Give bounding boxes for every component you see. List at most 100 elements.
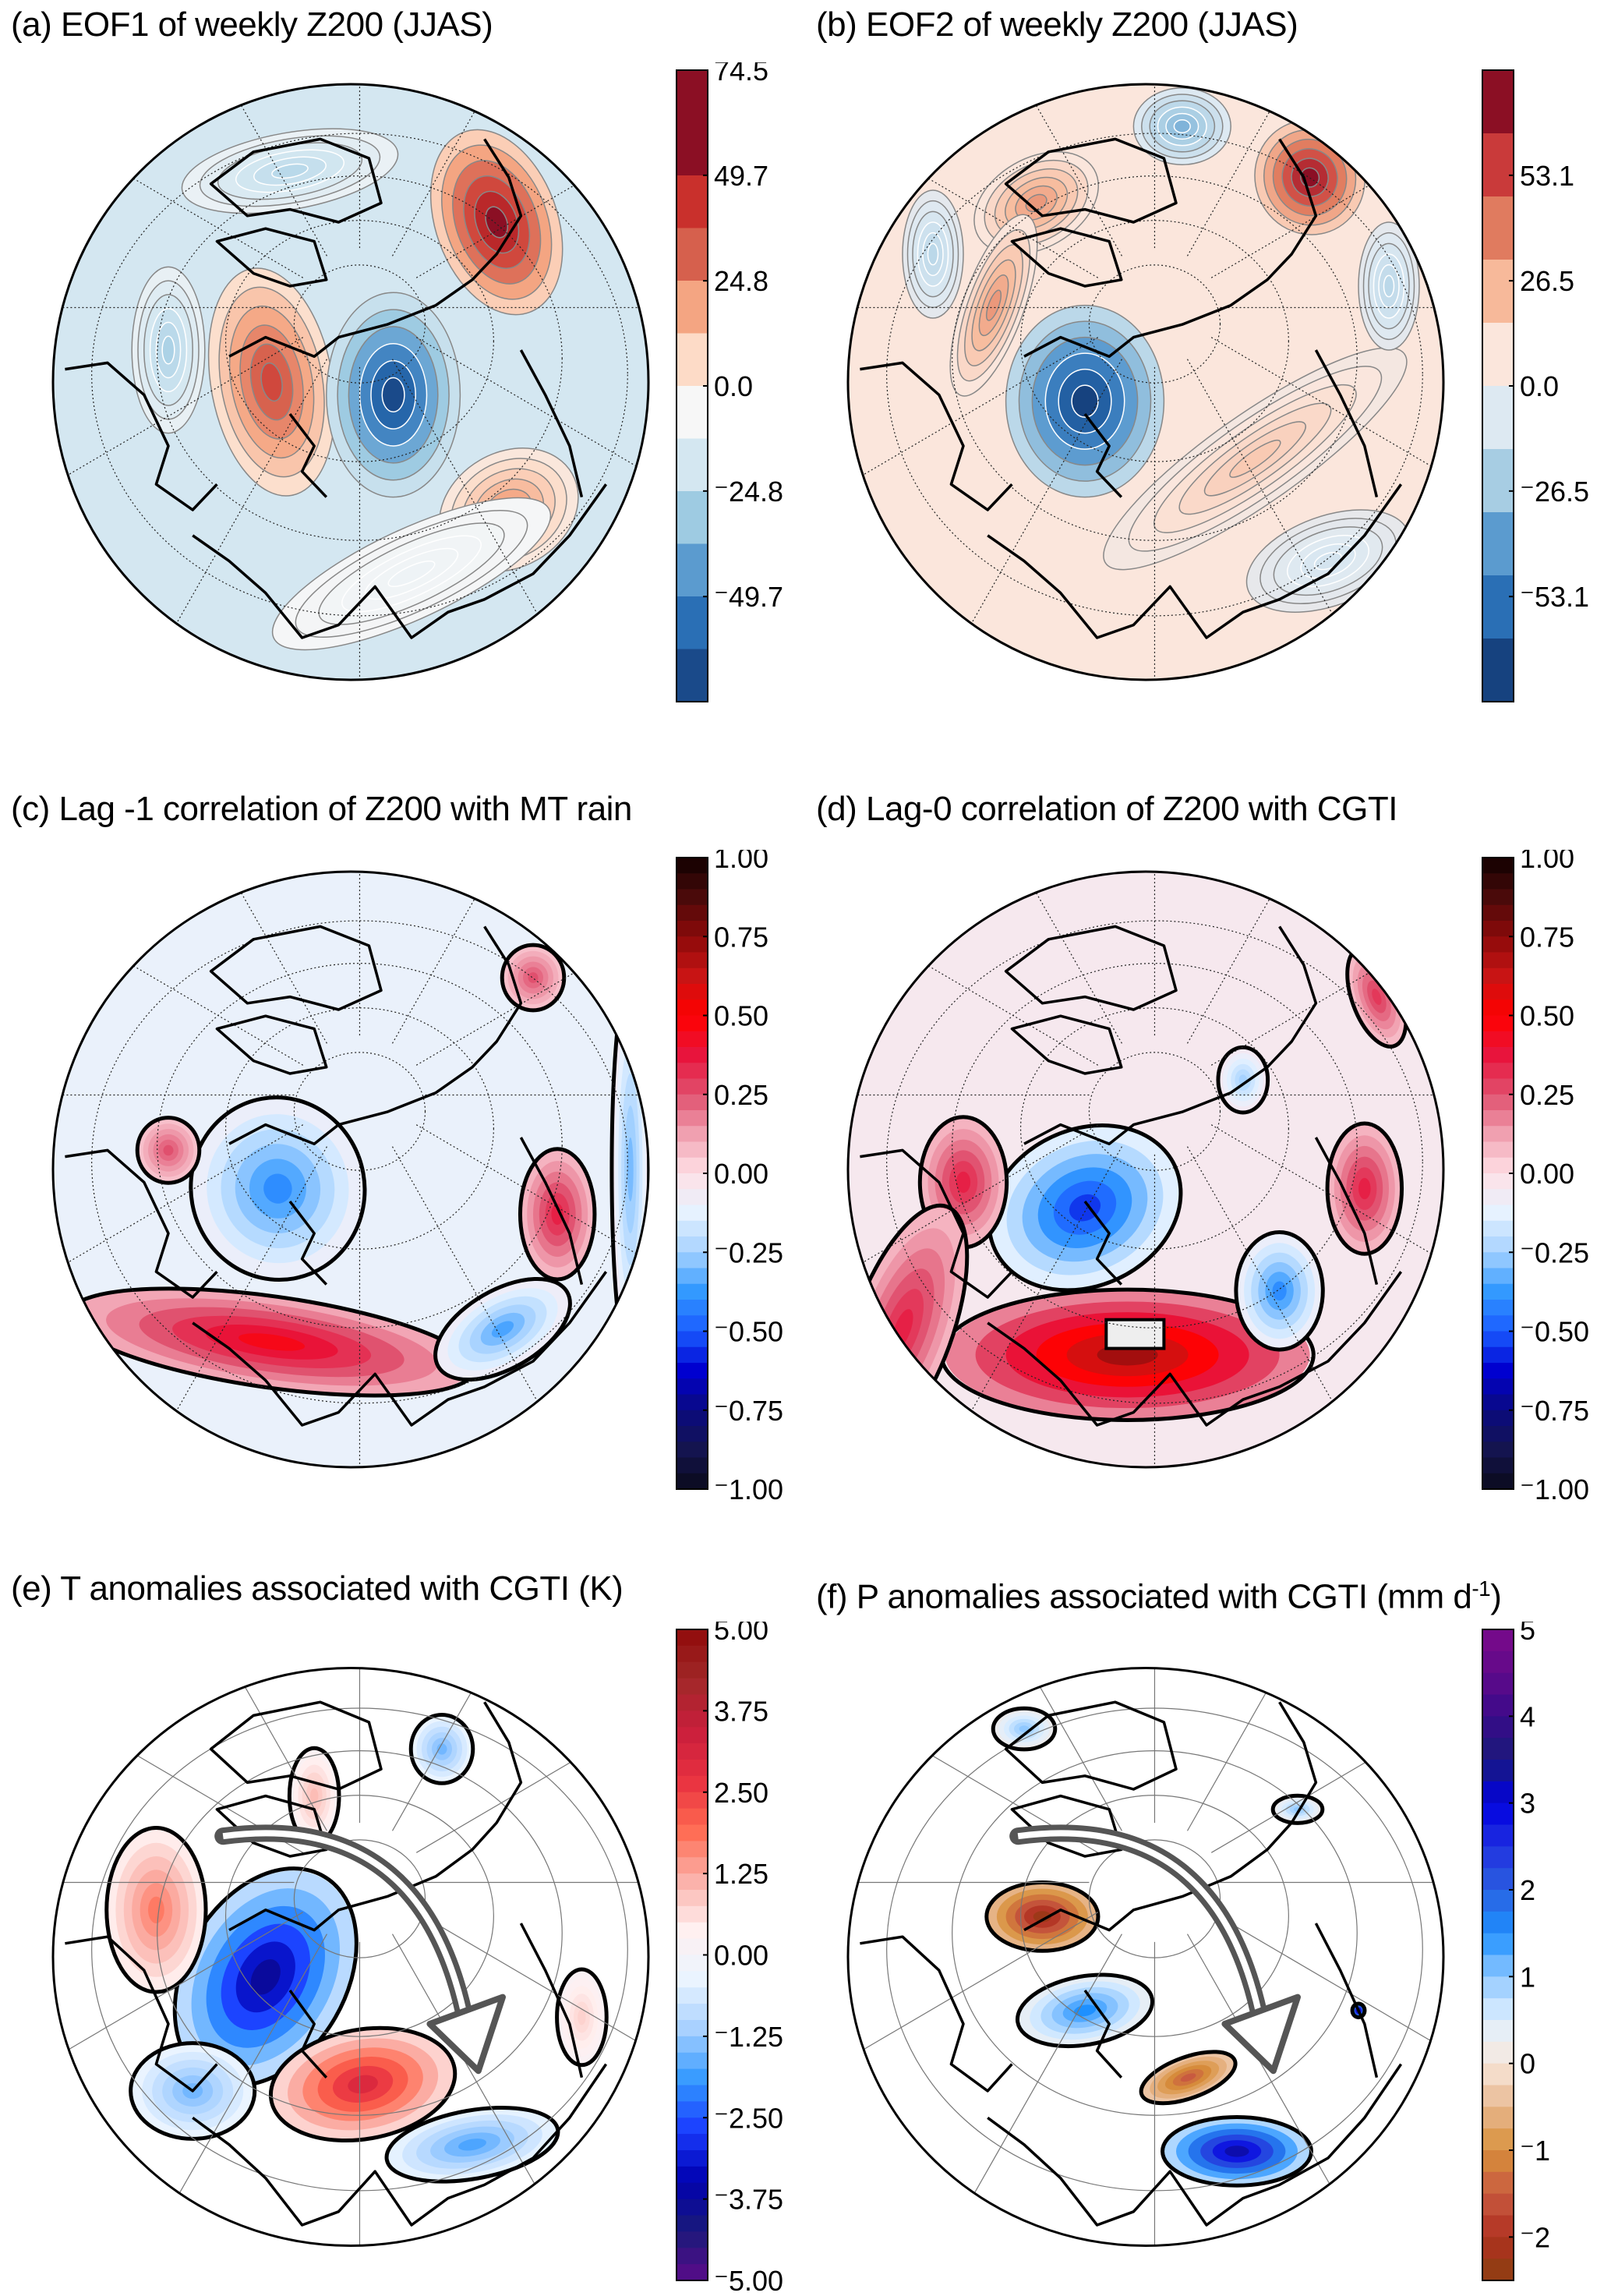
colorbar-segment [677,2215,708,2232]
colorbar-segment [1482,2128,1514,2151]
colorbar-tick-label: ⁻2.50 [714,2102,783,2134]
colorbar-segment [677,1110,708,1127]
colorbar-segment [1482,1976,1514,1999]
colorbar-segment [677,2101,708,2118]
panel-title: (d) Lag-0 correlation of Z200 with CGTI [816,790,1397,828]
colorbar-segment [1482,70,1514,134]
coastline [228,138,523,358]
contour-level [627,1137,634,1201]
colorbar: 1.00 0.75 0.50 0.25 0.00 ⁻0.25 ⁻0.50 ⁻0.75 ⁻1.00 [1482,850,1589,1505]
colorbar-segment [1482,196,1514,260]
colorbar-segment [677,1363,708,1379]
colorbar-segment [1482,1173,1514,1190]
colorbar-segment [1482,1868,1514,1891]
colorbar-segment [1482,1157,1514,1174]
colorbar-segment [1482,1473,1514,1490]
colorbar-tick-label: 0.00 [714,1940,768,1972]
coastline [1010,227,1123,288]
colorbar-segment [1482,1047,1514,1063]
colorbar-segment [1482,1252,1514,1269]
colorbar-segment [1482,1283,1514,1300]
panel-title: (f) P anomalies associated with CGTI (mm… [816,1567,1502,1619]
meridian-line [391,1668,599,1831]
globe-outline [51,870,650,1469]
meridian-line [1210,1912,1443,2121]
colorbar-tick-label: 74.5 [714,62,768,87]
colorbar-segment [1482,904,1514,922]
colorbar-segment [1482,1802,1514,1826]
contour-level [163,1144,174,1156]
coastline [1004,1700,1178,1791]
colorbar-segment [677,1236,708,1253]
colorbar-segment [677,1760,708,1777]
colorbar-tick-label: 3.75 [714,1695,768,1727]
colorbar-segment [1482,512,1514,576]
colorbar-segment [677,1694,708,1711]
contour-level [161,335,175,365]
globe-outline [846,83,1445,681]
colorbar-segment [1482,133,1514,197]
colorbar-tick-label: ⁻0.50 [1520,1316,1589,1348]
positive-anomaly-region [1325,1121,1404,1256]
colorbar-segment [1482,2020,1514,2043]
coastline [228,1701,523,1932]
contour-level [348,2075,378,2094]
contour-level [1071,384,1099,418]
contour-level [578,2009,586,2025]
colorbar-segment [1482,2215,1514,2238]
colorbar-segment [677,543,708,597]
coastline [215,1014,328,1075]
colorbar-segment [677,936,708,953]
contour-level [1372,989,1382,1006]
coastline [860,1935,1013,2093]
colorbar-tick-label: 4 [1520,1700,1535,1732]
map-field [848,84,1443,680]
negative-anomaly-region [1005,304,1165,498]
colorbar-segment [677,1792,708,1810]
colorbar-segment [1482,1031,1514,1048]
negative-anomaly-region [271,497,552,651]
colorbar-segment [677,1331,708,1348]
positive-anomaly-region [991,1706,1058,1752]
coastlines [65,137,608,639]
meridian-line [916,1668,1122,1831]
colorbar-tick-label: ⁻1 [1520,2135,1550,2167]
colorbar-segment [677,649,708,702]
significance-contour [433,1276,572,1382]
coastline [288,412,328,498]
contour-level [1383,274,1395,298]
panel-b: (b) EOF2 of weekly Z200 (JJAS) 53.1 26.5 0… [805,0,1610,764]
colorbar-segment [1482,1955,1514,1977]
colorbar-segment [1482,1346,1514,1364]
significance-contour [1270,1793,1325,1825]
colorbar-segment [677,1346,708,1364]
colorbar-segment [1482,2041,1514,2064]
panel-title: (a) EOF1 of weekly Z200 (JJAS) [11,5,493,44]
colorbar-tick-label: 26.5 [1520,265,1574,297]
positive-anomaly-region [135,1116,202,1185]
meridian-line [916,1146,1122,1467]
colorbar-segment [1482,1890,1514,1912]
colorbar-segment [1482,1220,1514,1237]
colorbar-segment [1482,2171,1514,2195]
coastline [987,1271,1403,1427]
positive-anomaly-region [1270,1793,1325,1825]
colorbar-segment [1482,1410,1514,1427]
contour-level [458,2139,486,2151]
colorbar-segment [1482,2150,1514,2173]
panel-f: (f) P anomalies associated with CGTI (mm… [805,1544,1610,2296]
coastline [192,483,608,639]
colorbar-segment [677,1300,708,1316]
panel-c: (c) Lag -1 correlation of Z200 with MT r… [0,764,805,1528]
positive-anomaly-region [518,1147,597,1282]
colorbar-segment [677,1645,708,1663]
significance-contour [189,1095,367,1282]
colorbar-segment [677,2248,708,2265]
colorbar-segment [1482,1378,1514,1396]
coastline [192,1271,608,1427]
positive-anomaly-region [104,1826,208,1994]
colorbar-segment [1482,1629,1514,1652]
meridian-line [391,1146,599,1467]
map-field [848,872,1443,1467]
positive-anomaly-region [66,1286,477,1398]
